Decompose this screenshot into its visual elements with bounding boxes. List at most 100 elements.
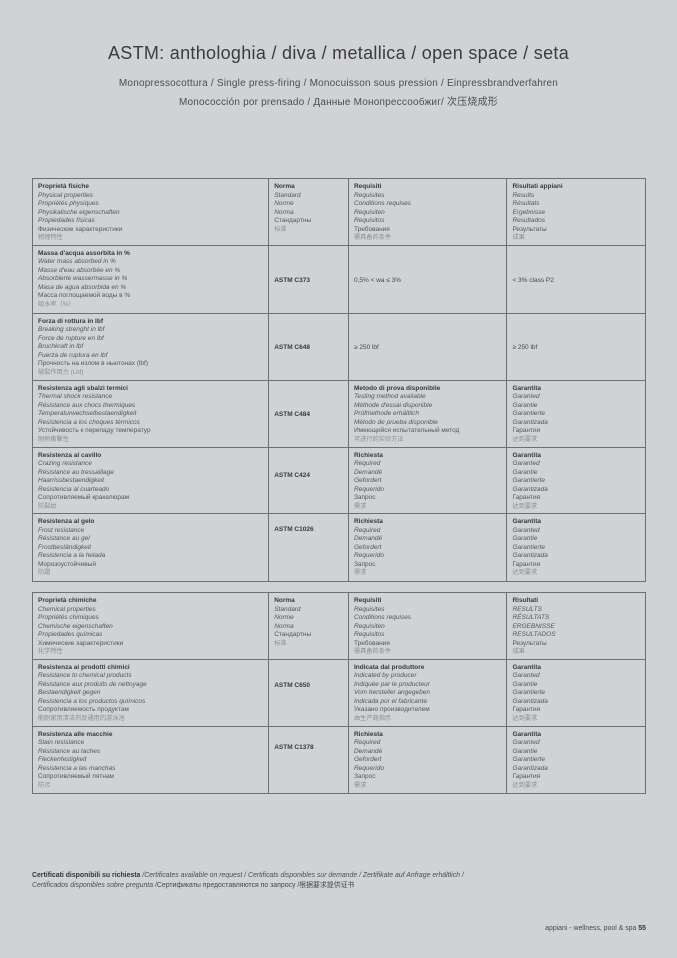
- cell-line: Frost resistance: [38, 526, 85, 534]
- cell-line: Demandé: [353, 468, 383, 476]
- cell-line: Requisiti: [353, 183, 382, 190]
- cell-line: Propriétés physiques: [38, 200, 99, 207]
- requisiti-cell: Richiesta Required Demandé Gefordert Requeri…: [347, 514, 506, 581]
- cell-line: Breaking strenght in lbf: [38, 326, 105, 333]
- cell-line: Garantierte: [512, 689, 545, 696]
- cell-line: 化学特性: [38, 648, 63, 655]
- risultato-value: ≥ 250 lbf: [512, 344, 538, 351]
- requisiti-cell: Richiesta Required Demandé Gefordert Requeri…: [347, 726, 506, 793]
- cell-line: Garantie: [512, 535, 538, 542]
- cell-line: Résistance au gel: [38, 535, 90, 542]
- norma-cell: ASTM C1378: [268, 726, 348, 793]
- cell-line: 达到要求: [512, 714, 538, 722]
- cell-line: Garantizada: [512, 485, 548, 493]
- cell-line: Garanted: [512, 460, 540, 467]
- header-cell-property: Proprietà chimiche Chemical properties Pro…: [33, 593, 268, 659]
- cell-line: Conditions requises: [353, 614, 412, 621]
- cell-line: Norme: [274, 200, 294, 207]
- cell-line: Résistance au taches: [38, 747, 101, 755]
- cell-line: 破裂作用力 (Lbf): [38, 368, 84, 376]
- cell-line: Prüfmethode erhältlich: [353, 410, 420, 417]
- cell-line: Запрос: [353, 773, 376, 780]
- cell-line: Resistenza ai prodotti chimici: [38, 663, 130, 671]
- cell-line: Garanted: [512, 393, 540, 400]
- cell-line: Gefordert: [353, 756, 382, 763]
- cell-line: Garanted: [512, 739, 540, 746]
- cell-line: Fleckenfestigkeit: [38, 756, 87, 763]
- cell-line: Requisites: [353, 605, 385, 613]
- certifications-line2-italic: Certificados disponibles sobre pregunta: [32, 881, 154, 889]
- cell-line: Absorbierte wassermasse in %: [38, 275, 128, 282]
- cell-line: Richiesta: [353, 730, 383, 738]
- cell-line: Vom hersteller angegeben: [353, 689, 430, 696]
- header-cell-requisiti: Requisiti Requisites Conditions requises Re…: [347, 179, 506, 245]
- cell-line: Norma: [274, 597, 295, 604]
- cell-line: 需具备的条件: [353, 648, 392, 655]
- cell-line: ERGEBNISSE: [512, 622, 555, 630]
- header-cell-risultati: Risultati RESULTS RÉSULTATS ERGEBNISSE RESUL…: [506, 593, 645, 659]
- cell-line: Indicata dal produttore: [353, 663, 425, 671]
- cell-line: Garanted: [512, 526, 540, 534]
- cell-line: Résistance aux chocs thermiques: [38, 401, 136, 409]
- cell-line: Garantita: [512, 663, 541, 671]
- cell-line: Requerido: [353, 485, 384, 493]
- cell-line: Resultados: [512, 217, 545, 224]
- property-cell: Resistenza alle macchie Stain resistance R…: [33, 727, 268, 793]
- cell-line: Forza di rottura in lbf: [38, 317, 103, 325]
- cell-line: Resistenza alle macchie: [38, 730, 113, 738]
- cell-line: Масса поглощаемой воды в %: [38, 292, 131, 299]
- cell-line: Frostbeständigkeit: [38, 543, 92, 551]
- cell-line: 需求: [353, 502, 367, 510]
- cell-line: Richiesta: [353, 518, 383, 525]
- cell-line: Resistenza agli sbalzi termici: [38, 384, 128, 392]
- cell-line: Гарантия: [512, 560, 541, 568]
- cell-line: Norma: [274, 622, 294, 630]
- cell-line: Garantita: [512, 730, 541, 738]
- cell-line: Resistencia al cuarteado: [38, 485, 110, 493]
- norma-cell: ASTM C648: [268, 313, 348, 380]
- page-title: ASTM: anthologhia / diva / metallica / o…: [107, 43, 570, 63]
- cell-line: Химические характеристики: [38, 639, 124, 647]
- table-header-row: Proprietà chimiche Chemical properties Pro…: [33, 593, 645, 659]
- cell-line: 达到要求: [512, 569, 538, 576]
- cell-line: Richiesta: [353, 451, 383, 459]
- cell-line: Massa d'acqua assorbita in %: [38, 249, 130, 257]
- cell-line: Garantierte: [512, 756, 545, 763]
- cell-line: Resistencia a la helada: [38, 552, 106, 559]
- cell-line: Résultats: [512, 200, 540, 207]
- cell-line: Garantierte: [512, 410, 545, 417]
- physical-properties-table: Proprietà fisiche Physical properties Prop…: [32, 178, 646, 582]
- header-cell-risultati: Risultati appiani Results Résultats Ergebni…: [506, 179, 645, 245]
- cell-line: Norma: [274, 183, 295, 190]
- norma-cell: ASTM C650: [268, 659, 348, 726]
- cell-line: Resistencia a las manchas: [38, 764, 116, 772]
- cell-line: Temperaturwechselbestaendigkeit: [38, 410, 137, 417]
- table-row-breaking-strength: Forza di rottura in lbf Breaking strenght…: [33, 312, 645, 380]
- certifications-line1-bold: Certificati disponibili su richiesta: [32, 872, 141, 879]
- cell-line: Conditions requises: [353, 200, 412, 207]
- table-row-thermal-shock: Resistenza agli sbalzi termici Thermal sh…: [33, 379, 645, 447]
- risultati-cell: ≥ 250 lbf: [506, 313, 645, 380]
- astm-standard: ASTM C1378: [274, 743, 314, 751]
- cell-line: Resistance to chemical products: [38, 672, 132, 679]
- brand-text: appiani - wellness, pool & spa: [545, 925, 637, 932]
- cell-line: Сопротивляемость продуктам: [38, 706, 129, 713]
- risultato-value: < 3% class P2: [512, 276, 554, 284]
- astm-standard: ASTM C1026: [274, 526, 314, 533]
- cell-line: 防污: [38, 781, 51, 789]
- risultati-cell: Garantita Garanted Garantie Garantierte Gara…: [506, 514, 645, 581]
- norma-cell: ASTM C484: [268, 380, 348, 447]
- cell-line: Método de prueba disponible: [353, 418, 438, 426]
- table-row-chemical-resistance: Resistenza ai prodotti chimici Resistance…: [33, 658, 645, 726]
- cell-line: Указано производителем: [353, 706, 430, 713]
- cell-line: Requisites: [353, 191, 385, 199]
- cell-line: Garantizada: [512, 764, 548, 772]
- cell-line: Required: [353, 739, 381, 746]
- cell-line: 物理特性: [38, 234, 63, 241]
- cell-line: Результаты: [512, 225, 547, 233]
- table-row-frost: Resistenza al gelo Frost resistance Résist…: [33, 513, 645, 581]
- cell-line: Requisiten: [353, 208, 385, 216]
- cell-line: Propiedades químicas: [38, 631, 103, 638]
- cell-line: 需求: [353, 569, 367, 576]
- cell-line: Indicada por el fabricante: [353, 697, 427, 705]
